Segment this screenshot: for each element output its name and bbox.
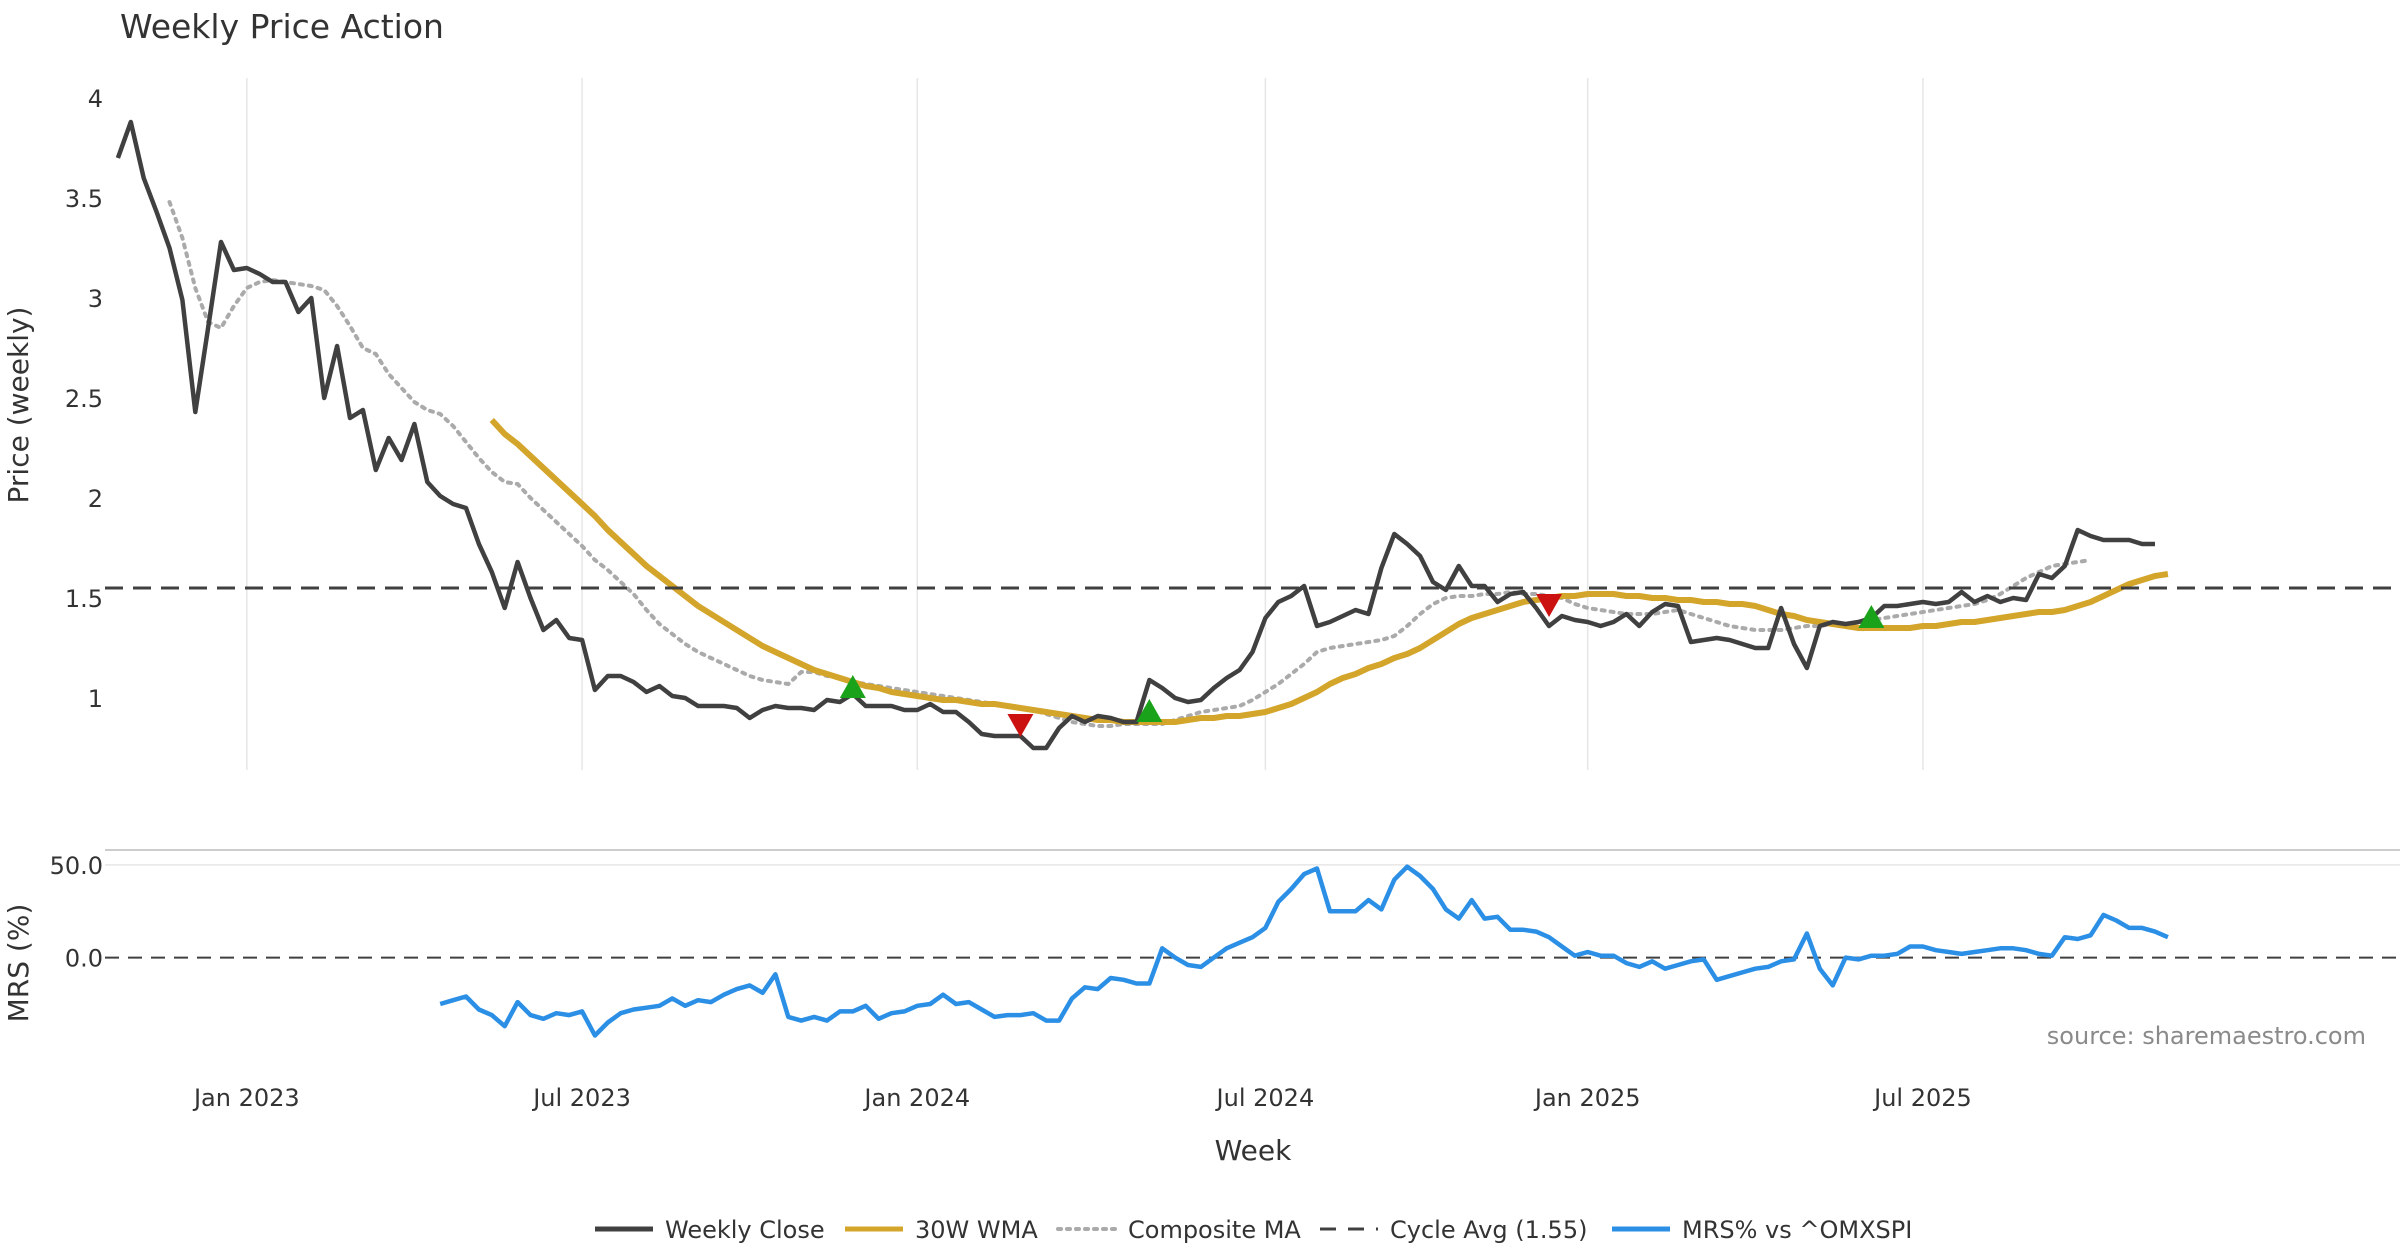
x-tick-label: Jul 2024 [1215, 1084, 1315, 1112]
legend-label: Composite MA [1128, 1216, 1301, 1244]
buy-signal-marker [1136, 699, 1163, 722]
x-axis-label: Week [1215, 1134, 1292, 1167]
price-y-tick-label: 4 [88, 85, 103, 113]
buy-signal-marker [1858, 605, 1885, 628]
legend-label: Cycle Avg (1.55) [1390, 1216, 1587, 1244]
legend: Weekly Close 30W WMA Composite MA Cycle Avg… [595, 1216, 1912, 1244]
price-panel: 1 1.5 2 2.5 3 3.5 4 [65, 78, 2400, 770]
x-tick-label: Jul 2025 [1872, 1084, 1972, 1112]
x-tick-label: Jan 2023 [192, 1084, 300, 1112]
mrs-y-tick-label: 50.0 [50, 852, 103, 880]
legend-label: MRS% vs ^OMXSPI [1682, 1216, 1912, 1244]
mrs-panel: 0.0 50.0 Jan 2023 Jul 2023 Jan 2024 Jul 2024 J… [50, 849, 2400, 1112]
x-tick-label: Jan 2025 [1533, 1084, 1641, 1112]
price-y-tick-label: 2 [88, 485, 103, 513]
price-y-tick-label: 1 [88, 685, 103, 713]
legend-label: Weekly Close [665, 1216, 825, 1244]
mrs-y-tick-label: 0.0 [65, 945, 103, 973]
price-y-tick-label: 3 [88, 285, 103, 313]
x-tick-label: Jan 2024 [862, 1084, 970, 1112]
weekly-close-line [115, 119, 2155, 751]
price-y-tick-label: 3.5 [65, 185, 103, 213]
sell-signal-marker [1536, 594, 1563, 617]
mrs-line [439, 864, 2169, 1038]
composite-ma-line [167, 200, 2093, 728]
sell-signal-marker [1007, 714, 1034, 737]
mrs-y-axis-label: MRS (%) [2, 904, 35, 1023]
buy-signal-marker [839, 675, 866, 698]
wma-30w-line [489, 417, 2169, 725]
source-note: source: sharemaestro.com [2047, 1022, 2366, 1050]
price-y-tick-label: 1.5 [65, 585, 103, 613]
chart-texts: Weekly Price Action Price (weekly) MRS (… [2, 7, 2366, 1167]
price-y-axis-label: Price (weekly) [2, 307, 35, 504]
x-tick-label: Jul 2023 [531, 1084, 631, 1112]
chart-title: Weekly Price Action [120, 7, 444, 46]
price-y-tick-label: 2.5 [65, 385, 103, 413]
legend-label: 30W WMA [915, 1216, 1038, 1244]
